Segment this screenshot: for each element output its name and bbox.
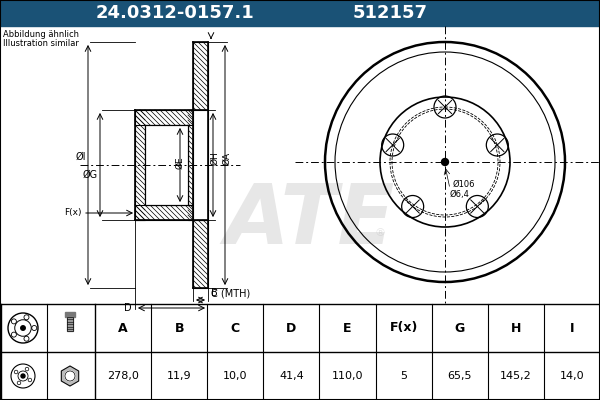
Text: ATE: ATE xyxy=(225,180,395,260)
Text: B: B xyxy=(211,288,217,298)
Text: ØH: ØH xyxy=(211,151,220,165)
Text: Illustration similar: Illustration similar xyxy=(3,39,79,48)
Text: 145,2: 145,2 xyxy=(500,371,532,381)
Text: 512157: 512157 xyxy=(353,4,427,22)
Bar xyxy=(193,110,208,220)
Bar xyxy=(67,317,73,331)
Text: F(x): F(x) xyxy=(389,322,418,334)
Bar xyxy=(67,317,73,331)
Bar xyxy=(135,205,193,220)
Text: 5: 5 xyxy=(400,371,407,381)
Text: H: H xyxy=(511,322,521,334)
Text: ØG: ØG xyxy=(83,170,98,180)
Bar xyxy=(193,42,208,110)
Text: F(x): F(x) xyxy=(65,208,82,218)
Bar xyxy=(145,125,188,205)
Circle shape xyxy=(21,374,25,378)
Text: 41,4: 41,4 xyxy=(279,371,304,381)
Text: D: D xyxy=(124,303,132,313)
Text: C: C xyxy=(231,322,240,334)
Text: C (MTH): C (MTH) xyxy=(211,288,250,298)
Text: 110,0: 110,0 xyxy=(332,371,363,381)
Text: 11,9: 11,9 xyxy=(167,371,191,381)
Text: 278,0: 278,0 xyxy=(107,371,139,381)
Text: ØE: ØE xyxy=(176,157,185,169)
Text: B: B xyxy=(175,322,184,334)
Bar xyxy=(188,110,193,220)
Text: 10,0: 10,0 xyxy=(223,371,248,381)
Bar xyxy=(135,110,145,220)
Circle shape xyxy=(442,158,449,166)
Bar xyxy=(0,0,600,26)
Text: Ø6,4: Ø6,4 xyxy=(450,190,470,199)
Text: ®: ® xyxy=(375,228,386,238)
Circle shape xyxy=(21,326,25,330)
Bar xyxy=(193,220,208,288)
Text: I: I xyxy=(569,322,574,334)
Bar xyxy=(135,110,193,125)
Text: ØI: ØI xyxy=(76,152,86,162)
Text: 65,5: 65,5 xyxy=(448,371,472,381)
Text: 14,0: 14,0 xyxy=(560,371,584,381)
Text: G: G xyxy=(455,322,465,334)
Text: ØA: ØA xyxy=(223,152,232,165)
Text: Abbildung ähnlich: Abbildung ähnlich xyxy=(3,30,79,39)
Bar xyxy=(65,312,75,317)
Text: Ø106: Ø106 xyxy=(453,180,476,189)
Text: E: E xyxy=(343,322,352,334)
Text: D: D xyxy=(286,322,296,334)
Circle shape xyxy=(65,371,75,381)
Text: A: A xyxy=(118,322,128,334)
Bar xyxy=(0,26,600,304)
Text: 24.0312-0157.1: 24.0312-0157.1 xyxy=(95,4,254,22)
Bar xyxy=(0,304,600,400)
